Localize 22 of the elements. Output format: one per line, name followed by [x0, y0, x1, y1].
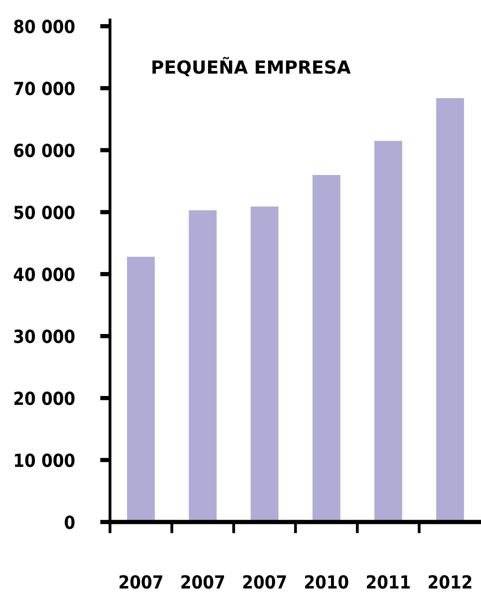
x-tick-label: 2007	[181, 575, 224, 589]
y-tick-label: 20 000	[14, 392, 75, 406]
x-tick-label: 2007	[120, 575, 162, 589]
y-tick-label: 70 000	[14, 82, 75, 96]
bar	[374, 140, 402, 522]
y-tick-label: 30 000	[14, 330, 75, 344]
y-tick-label: 40 000	[14, 268, 75, 282]
x-tick-label: 2011	[366, 575, 410, 589]
x-tick-label: 2010	[305, 575, 348, 589]
y-tick-label: 80 000	[14, 20, 75, 34]
bar	[250, 206, 278, 522]
bar	[127, 256, 155, 522]
y-tick-label: 0	[64, 515, 74, 530]
bar	[188, 210, 217, 522]
x-tick-label: 2012	[428, 575, 472, 589]
y-tick-label: 60 000	[14, 144, 75, 158]
bar	[436, 98, 464, 522]
bar	[312, 174, 340, 522]
x-tick-label: 2007	[243, 575, 286, 589]
text: PEQUEÑA EMPRESA	[152, 56, 351, 76]
y-tick-label: 50 000	[14, 206, 75, 220]
y-tick-label: 10 000	[14, 453, 75, 468]
